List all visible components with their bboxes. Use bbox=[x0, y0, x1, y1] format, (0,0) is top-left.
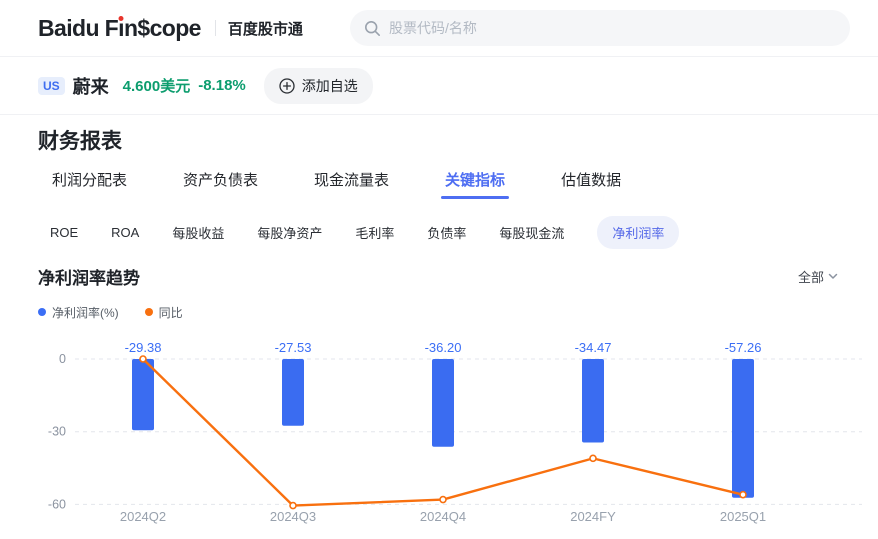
stock-price: 4.600美元 bbox=[122, 78, 191, 95]
brand-subtitle: 百度股市通 bbox=[227, 20, 303, 38]
logo-text: Baidu F bbox=[38, 14, 119, 41]
tab-item[interactable]: 利润分配表 bbox=[52, 172, 128, 189]
range-selector-label: 全部 bbox=[797, 269, 824, 285]
legend-label: 同比 bbox=[158, 305, 183, 320]
tab-item[interactable]: 估值数据 bbox=[561, 172, 622, 189]
bar-data-label: -34.47 bbox=[575, 340, 612, 355]
add-watchlist-label: 添加自选 bbox=[301, 77, 358, 94]
legend-dot-icon bbox=[38, 308, 46, 316]
plus-circle-icon bbox=[279, 77, 295, 94]
x-axis-category-label: 2024FY bbox=[570, 509, 616, 524]
subtab-item[interactable]: 毛利率 bbox=[355, 225, 395, 241]
y-axis-tick-label: -30 bbox=[48, 425, 66, 439]
x-axis-category-label: 2024Q2 bbox=[120, 509, 166, 524]
bar-data-label: -36.20 bbox=[425, 340, 462, 355]
report-tabs: 利润分配表 资产负债表 现金流量表 关键指标 估值数据 bbox=[38, 169, 840, 199]
logo-text: n$cope bbox=[123, 14, 202, 41]
bar-data-label: -57.26 bbox=[725, 340, 762, 355]
tab-item[interactable]: 资产负债表 bbox=[183, 172, 259, 189]
search-box[interactable] bbox=[350, 10, 850, 46]
stock-info-bar: US 蔚来 4.600美元 -8.18% 添加自选 bbox=[0, 57, 878, 115]
bar-net-margin[interactable] bbox=[432, 359, 454, 447]
subtab-item[interactable]: 负债率 bbox=[427, 225, 467, 241]
subtab-item[interactable]: 每股收益 bbox=[172, 225, 225, 241]
bar-net-margin[interactable] bbox=[732, 359, 754, 498]
page-title: 财务报表 bbox=[38, 130, 122, 153]
stock-change-percent: -8.18% bbox=[198, 77, 246, 94]
line-marker[interactable] bbox=[289, 501, 297, 510]
logo-red-dot-i: ı bbox=[118, 14, 124, 41]
chevron-down-icon bbox=[828, 273, 838, 279]
subtab-item[interactable]: ROE bbox=[50, 224, 79, 240]
metric-subtabs: ROE ROA 每股收益 每股净资产 毛利率 负债率 每股现金流 净利润率 bbox=[38, 215, 840, 249]
chart-title: 净利润率趋势 bbox=[38, 268, 140, 288]
line-marker[interactable] bbox=[439, 495, 447, 504]
app-logo[interactable]: Baidu Fın$cope bbox=[38, 15, 201, 42]
content: 财务报表 利润分配表 资产负债表 现金流量表 关键指标 估值数据 ROE ROA 每股收益 每… bbox=[0, 115, 878, 536]
y-axis-tick-label: -60 bbox=[48, 497, 66, 511]
search-icon bbox=[364, 20, 380, 36]
subtab-item[interactable]: ROA bbox=[111, 224, 140, 240]
line-marker[interactable] bbox=[739, 490, 747, 499]
legend-item[interactable]: 同比 bbox=[144, 304, 183, 321]
bar-net-margin[interactable] bbox=[582, 359, 604, 443]
net-margin-trend-chart: 0 -30 -60 -29.38 -27.53 -36.20 -34.47 -57.26 202… bbox=[48, 340, 862, 524]
tab-item[interactable]: 关键指标 bbox=[441, 169, 510, 199]
chart-area: 0 -30 -60 -29.38 -27.53 -36.20 -34.47 -57.26 202… bbox=[0, 332, 878, 536]
subtab-item[interactable]: 每股现金流 bbox=[499, 225, 565, 241]
range-selector-dropdown[interactable]: 全部 bbox=[798, 267, 840, 286]
add-watchlist-button[interactable]: 添加自选 bbox=[263, 67, 373, 104]
tab-item[interactable]: 现金流量表 bbox=[314, 172, 390, 189]
market-badge: US bbox=[38, 76, 65, 95]
stock-name: 蔚来 bbox=[72, 76, 109, 97]
bar-net-margin[interactable] bbox=[282, 359, 304, 426]
bar-data-label: -29.38 bbox=[125, 340, 162, 355]
chart-legend: 净利润率(%) 同比 bbox=[38, 304, 840, 321]
subtab-item[interactable]: 净利润率 bbox=[597, 215, 680, 249]
line-marker[interactable] bbox=[139, 355, 147, 363]
search-input[interactable] bbox=[389, 20, 836, 36]
line-marker[interactable] bbox=[589, 454, 597, 463]
x-axis-category-label: 2024Q4 bbox=[420, 509, 466, 524]
x-axis-category-label: 2024Q3 bbox=[270, 509, 316, 524]
legend-dot-icon bbox=[144, 308, 153, 316]
x-axis-category-label: 2025Q1 bbox=[720, 509, 766, 524]
divider bbox=[214, 20, 216, 36]
subtab-item[interactable]: 每股净资产 bbox=[257, 225, 323, 241]
bar-net-margin[interactable] bbox=[132, 359, 154, 431]
y-axis-tick-label: 0 bbox=[59, 352, 66, 366]
legend-label: 净利润率(%) bbox=[52, 305, 119, 320]
bar-data-label: -27.53 bbox=[275, 340, 312, 355]
app-header: Baidu Fın$cope 百度股市通 bbox=[0, 0, 878, 57]
legend-item[interactable]: 净利润率(%) bbox=[38, 304, 119, 321]
